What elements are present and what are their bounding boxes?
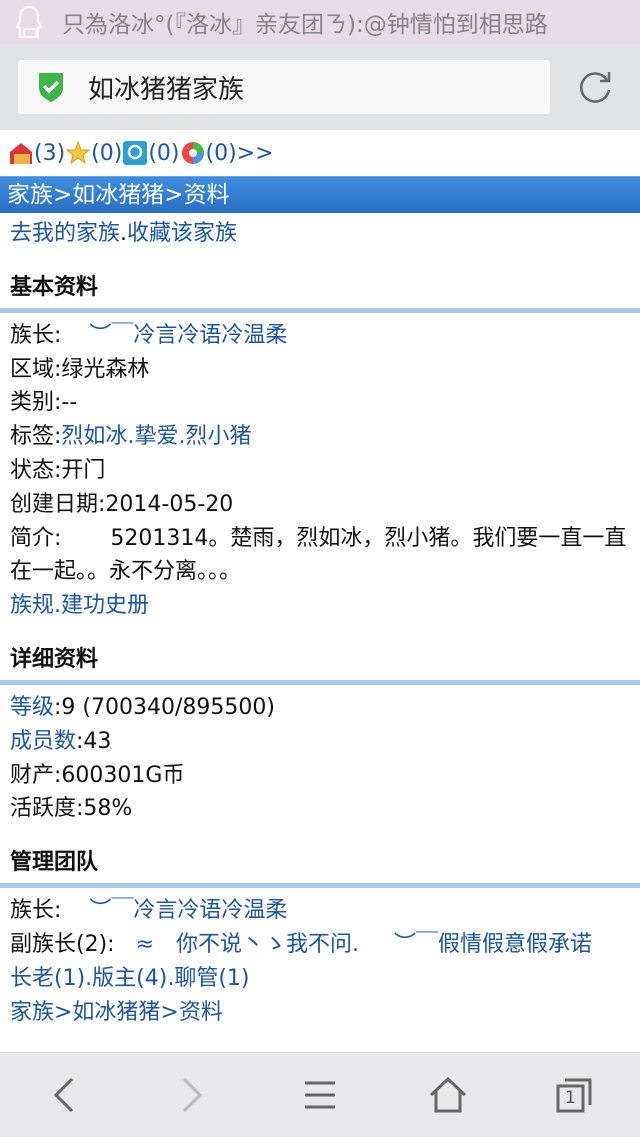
tabs-button[interactable]: 1 <box>554 1075 594 1115</box>
footer-breadcrumb[interactable]: 家族>如冰猪猪>资料 <box>10 999 223 1025</box>
breadcrumb: 家族>如冰猪猪>资料 <box>0 176 640 213</box>
intro: 简介: 5201314。楚雨，烈如冰，烈小猪。我们要一直一直在一起。。永不分离。… <box>0 522 640 590</box>
elders-link[interactable]: 长老(1) <box>10 965 86 991</box>
star-count[interactable]: (0) <box>91 140 123 166</box>
label: 简介: <box>10 525 62 551</box>
label: 族长: <box>10 898 62 924</box>
house-mail-icon[interactable] <box>8 140 34 166</box>
tag-link[interactable]: 烈如冰 <box>61 424 128 450</box>
level-row: 等级:9 (700340/895500) <box>0 691 640 725</box>
favorite-family-link[interactable]: 收藏该家族 <box>127 221 238 246</box>
created-date: 创建日期:2014-05-20 <box>10 491 234 517</box>
history-link[interactable]: 建功史册 <box>61 593 150 619</box>
divider <box>0 679 640 685</box>
level-value: :9 (700340/895500) <box>54 694 275 720</box>
vice-leader-link[interactable]: ︶￣假情假意假承诺 <box>393 931 592 957</box>
section-header-basic: 基本资料 <box>10 274 99 300</box>
label: 族长: <box>10 322 62 348</box>
icon-row: (3) (0) (0) (0) >> <box>0 130 640 176</box>
divider <box>0 883 640 889</box>
activity: 活跃度:58% <box>10 796 133 822</box>
state: 状态:开门 <box>10 457 106 483</box>
reload-icon[interactable] <box>576 68 614 106</box>
leader-link[interactable]: ︶￣冷言冷语冷温柔 <box>89 322 288 348</box>
intro-text: 5201314。楚雨，烈如冰，烈小猪。我们要一直一直在一起。。永不分离。。。 <box>10 525 627 585</box>
rules-link[interactable]: 族规 <box>10 593 55 619</box>
members-value: :43 <box>76 728 112 754</box>
tag-link[interactable]: 挚爱 <box>134 424 179 450</box>
top-links: 去我的家族.收藏该家族 <box>0 217 640 251</box>
ball-count[interactable]: (0) <box>205 140 237 166</box>
forward-icon[interactable] <box>172 1075 212 1115</box>
leader-row: 族长: ︶￣冷言冷语冷温柔 <box>0 319 640 353</box>
notification-text: 只為洛冰°(『洛冰』亲友团ㄋ):@钟情怕到相思路 <box>62 12 548 38</box>
shield-check-icon <box>39 73 63 102</box>
divider <box>0 307 640 313</box>
assets: 财产:600301G币 <box>10 762 185 788</box>
app-count[interactable]: (0) <box>148 140 180 166</box>
qq-icon <box>15 5 43 38</box>
tags-row: 标签:烈如冰.挚爱.烈小猪 <box>10 424 252 450</box>
tag-link[interactable]: 烈小猪 <box>185 424 252 450</box>
p-app-icon[interactable] <box>122 140 148 166</box>
home-icon[interactable] <box>428 1075 468 1115</box>
ball-icon[interactable] <box>180 140 206 166</box>
bottom-toolbar: 1 <box>0 1052 640 1137</box>
region: 区域:绿光森林 <box>10 356 150 382</box>
url-field[interactable]: 如冰猪猪家族 <box>18 60 550 114</box>
status-bar: 只為洛冰°(『洛冰』亲友团ㄋ):@钟情怕到相思路 <box>0 0 640 44</box>
label: 标签: <box>10 424 62 450</box>
vice-leader-link[interactable]: ≈ 你不说丶ゝ我不问. <box>135 931 359 957</box>
section-header-detail: 详细资料 <box>10 646 99 672</box>
more-link[interactable]: >> <box>236 140 274 166</box>
mods-link[interactable]: 版主(4) <box>92 965 168 991</box>
star-icon[interactable] <box>65 140 91 166</box>
chat-mods-link[interactable]: 聊管(1) <box>174 965 250 991</box>
vice-leaders-row: 副族长(2): ≈ 你不说丶ゝ我不问. ︶￣假情假意假承诺 <box>0 928 640 962</box>
section-header-team: 管理团队 <box>10 850 99 876</box>
roles-row: 长老(1).版主(4).聊管(1) <box>10 965 250 991</box>
page-title: 如冰猪猪家族 <box>88 74 245 105</box>
rules-links: 族规.建功史册 <box>10 593 150 619</box>
leader-link[interactable]: ︶￣冷言冷语冷温柔 <box>89 898 288 924</box>
members-row: 成员数:43 <box>0 725 640 759</box>
label: 副族长(2): <box>10 931 115 957</box>
address-bar: 如冰猪猪家族 <box>0 44 640 130</box>
team-leader-row: 族长: ︶￣冷言冷语冷温柔 <box>0 894 640 928</box>
level-link[interactable]: 等级 <box>10 694 55 720</box>
tabs-icon <box>556 1078 592 1113</box>
separator: . <box>120 221 128 246</box>
menu-icon[interactable] <box>300 1075 340 1115</box>
tabs-count: 1 <box>565 1088 576 1108</box>
category: 类别:-- <box>10 390 78 416</box>
mail-count[interactable]: (3) <box>34 140 66 166</box>
page-content: (3) (0) (0) (0) >> 家族>如冰猪猪>资料 去我的家族.收藏该家… <box>0 130 640 1052</box>
my-family-link[interactable]: 去我的家族 <box>10 221 121 246</box>
back-icon[interactable] <box>44 1075 84 1115</box>
members-link[interactable]: 成员数 <box>10 728 77 754</box>
